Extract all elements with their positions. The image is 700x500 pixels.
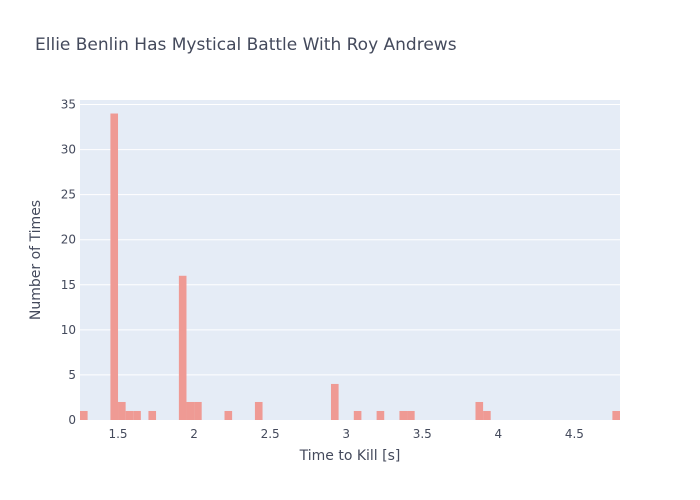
y-tick-label: 20 <box>61 233 76 247</box>
histogram-bar <box>483 410 491 420</box>
histogram-bar <box>80 410 88 420</box>
histogram-bar <box>330 383 339 420</box>
y-tick-label: 0 <box>68 413 76 427</box>
histogram-bar <box>194 401 202 420</box>
histogram-bar <box>125 410 134 420</box>
chart-title: Ellie Benlin Has Mystical Battle With Ro… <box>35 35 457 55</box>
x-tick-label: 4.5 <box>565 427 584 441</box>
x-tick-label: 1.5 <box>108 427 127 441</box>
histogram-bar <box>475 401 484 420</box>
histogram-bar <box>133 410 141 420</box>
histogram-bars <box>80 113 620 421</box>
y-tick-label: 5 <box>68 368 76 382</box>
x-axis-ticks: 1.5 2 2.5 3 3.5 4 4.5 <box>108 427 583 441</box>
y-axis-title: Number of Times <box>28 200 44 320</box>
histogram-bar <box>224 410 233 420</box>
histogram-bar <box>399 410 408 420</box>
x-tick-label: 3 <box>342 427 350 441</box>
histogram-bar <box>353 410 362 420</box>
histogram-bar <box>612 410 620 420</box>
histogram-bar <box>376 410 385 420</box>
y-axis-ticks: 0 5 10 15 20 25 30 35 <box>61 98 76 427</box>
y-tick-label: 15 <box>61 278 76 292</box>
histogram-bar <box>254 401 263 420</box>
y-tick-label: 25 <box>61 188 76 202</box>
plot-background <box>80 100 620 420</box>
histogram-bar <box>148 410 157 420</box>
y-tick-label: 35 <box>61 98 76 112</box>
histogram-bar <box>110 113 119 421</box>
histogram-bar <box>407 410 415 420</box>
y-tick-label: 10 <box>61 323 76 337</box>
histogram-bar <box>178 275 187 420</box>
x-axis-title: Time to Kill [s] <box>299 448 401 464</box>
x-tick-label: 3.5 <box>413 427 432 441</box>
grid-lines <box>80 104 620 376</box>
x-tick-label: 2 <box>190 427 198 441</box>
x-tick-label: 4 <box>494 427 502 441</box>
histogram-bar <box>186 401 195 420</box>
histogram-bar <box>118 401 126 420</box>
x-tick-label: 2.5 <box>261 427 280 441</box>
y-tick-label: 30 <box>61 143 76 157</box>
